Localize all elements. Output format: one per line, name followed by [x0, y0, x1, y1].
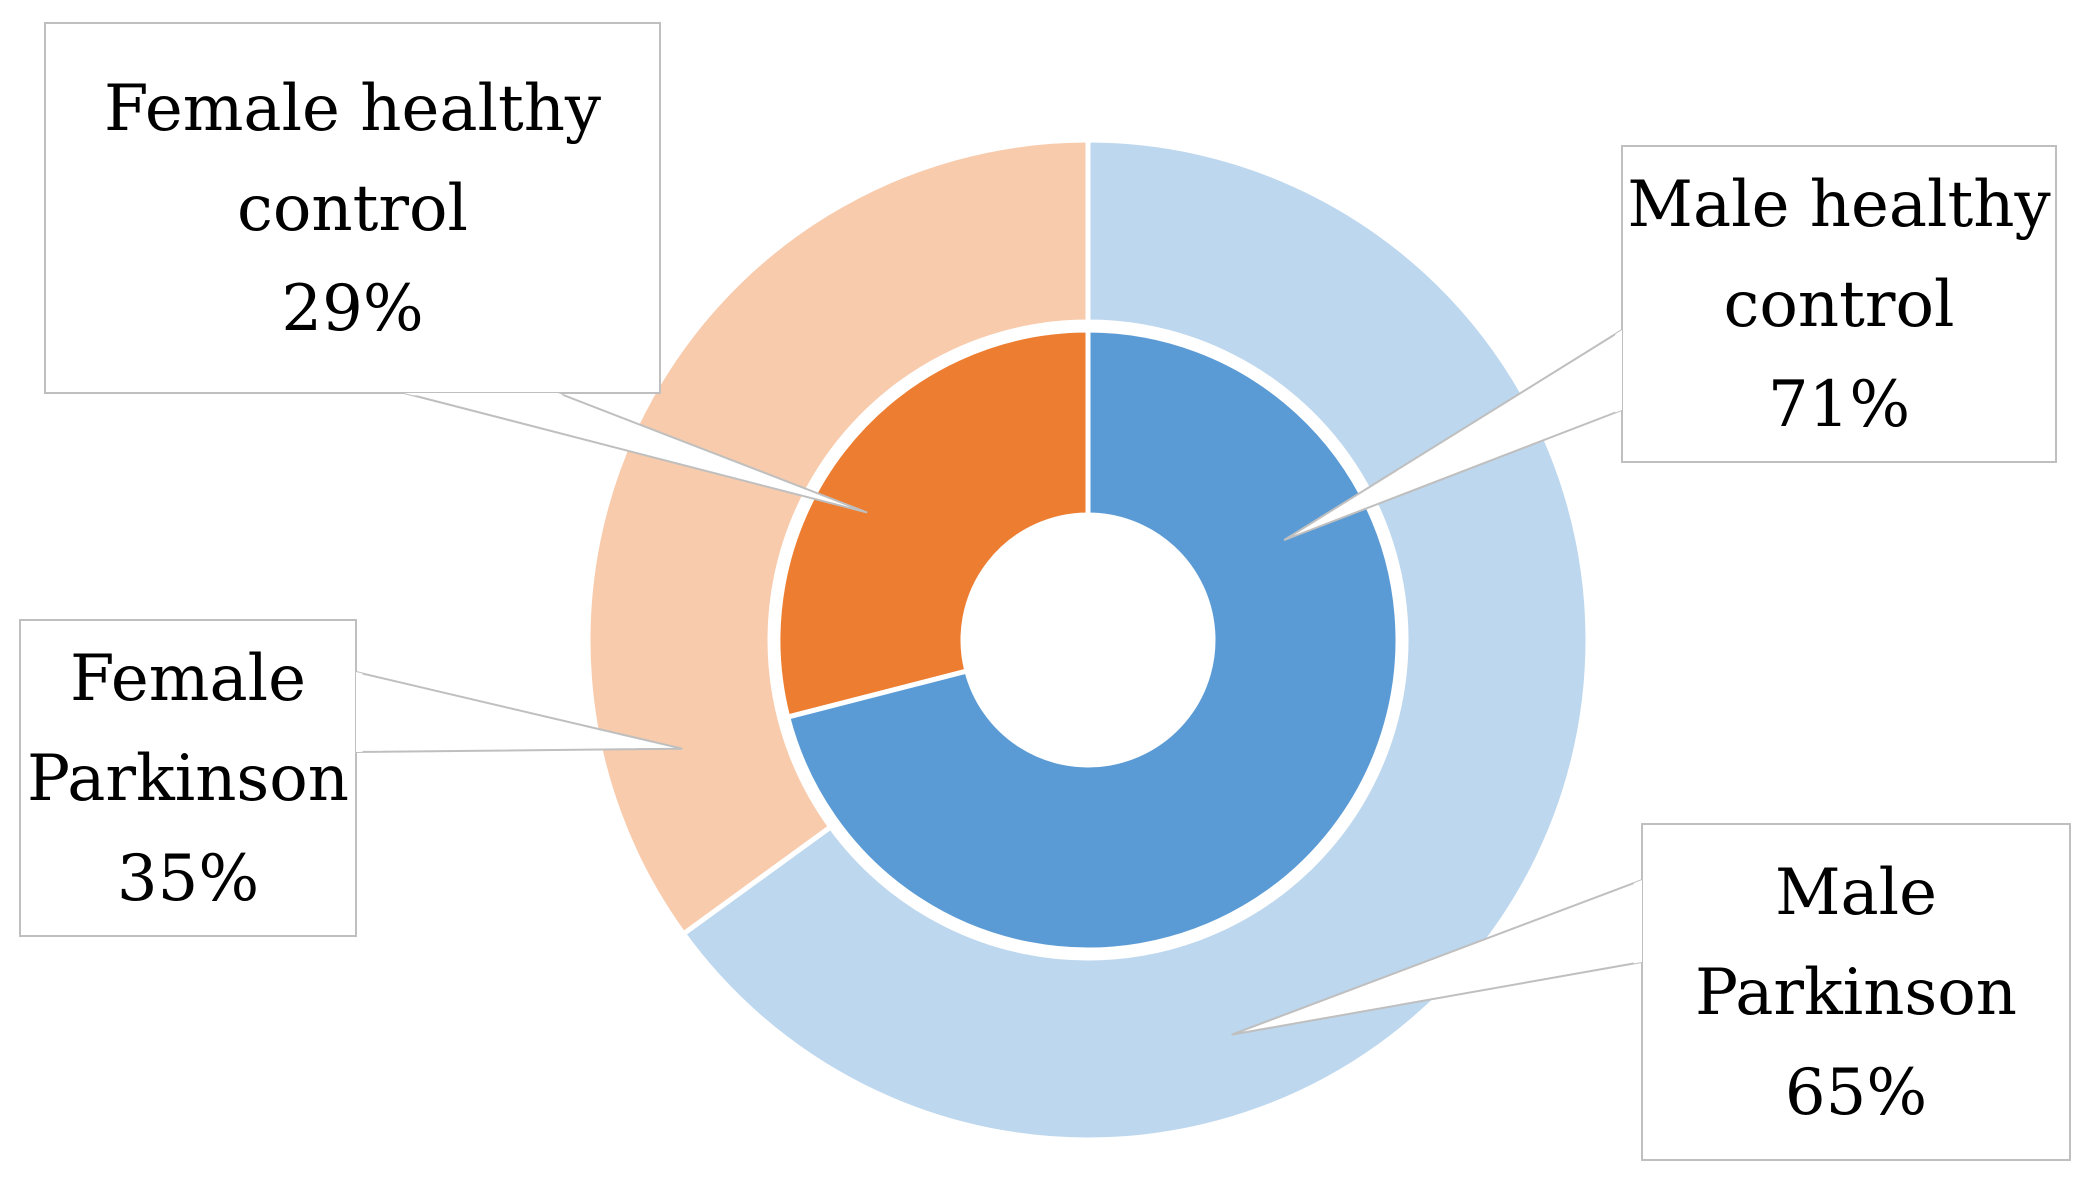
callout-box: [19, 619, 357, 937]
callouts-layer: Female Parkinson 35% Male Parkinson 65% Female…: [19, 22, 2071, 1161]
callout-box: [44, 22, 661, 394]
callout-category-label: Parkinson: [1695, 956, 2017, 1030]
callout-male-parkinson: Male Parkinson 65%: [1231, 823, 2071, 1161]
callout-value-label: 35%: [117, 842, 259, 916]
slices-layer: [585, 137, 1591, 1143]
callout-category-label: control: [237, 172, 468, 246]
slice-outer-male-parkinson: [679, 137, 1591, 1143]
callout-value-label: 29%: [281, 272, 423, 346]
callout-box: [1621, 145, 2057, 463]
callout-female-healthy-control: Female healthy control 29%: [44, 22, 868, 514]
slice-outer-female-parkinson: [585, 137, 1091, 938]
slice-inner-female-healthy-control: [775, 327, 1091, 721]
callout-box: [1641, 823, 2071, 1161]
callout-category-label: Female: [70, 642, 306, 716]
callout-category-label: Male: [1775, 856, 1937, 930]
callout-joint: [404, 393, 565, 396]
slice-inner-male-healthy-control: [784, 327, 1401, 953]
callout-female-parkinson: Female Parkinson 35%: [19, 619, 683, 937]
callout-value-label: 71%: [1768, 368, 1910, 442]
callout-category-label: Male healthy: [1627, 168, 2050, 242]
callout-category-label: Female healthy: [104, 72, 601, 146]
callout-joint: [1633, 880, 1642, 964]
callout-value-label: 65%: [1785, 1056, 1927, 1130]
callout-joint: [1615, 330, 1622, 413]
callout-male-healthy-control: Male healthy control 71%: [1283, 145, 2057, 542]
callout-joint: [356, 672, 363, 752]
callout-category-label: control: [1724, 268, 1955, 342]
callout-category-label: Parkinson: [27, 742, 349, 816]
